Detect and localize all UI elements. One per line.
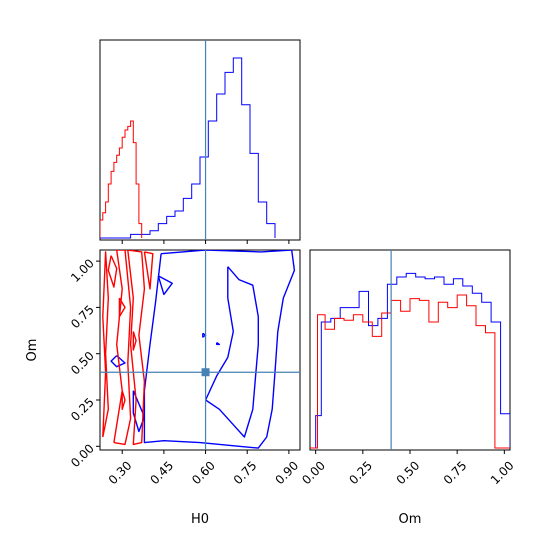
h0-x-tick-label-1: 0.30 xyxy=(106,458,135,487)
om-x-tick-label-3: 0.50 xyxy=(394,458,423,487)
contour-series-2-line-5 xyxy=(143,251,154,290)
h0-histogram-panel xyxy=(99,39,301,241)
contour-series-1-line-4 xyxy=(110,355,126,368)
contour-series-2-line-8 xyxy=(132,331,137,351)
h0-histogram-series-1 xyxy=(100,57,276,239)
om-histogram-panel xyxy=(309,249,511,451)
contour-series-2-line-1 xyxy=(102,251,109,438)
om-y-tick-label-2: 0.25 xyxy=(68,395,97,424)
x-axis-label-om: Om xyxy=(399,512,422,527)
om-histogram-series-1 xyxy=(310,272,510,449)
h0-histogram-series-2 xyxy=(100,120,143,238)
contour-series-2-line-7 xyxy=(121,390,126,410)
om-histogram-series-2 xyxy=(310,294,510,449)
contour-series-1-line-2 xyxy=(204,266,259,438)
om-x-tick-label-2: 0.25 xyxy=(346,458,375,487)
om-x-tick-label-4: 0.75 xyxy=(441,458,470,487)
contour-series-2-line-4 xyxy=(127,250,146,446)
om-x-tick-label-5: 1.00 xyxy=(488,458,517,487)
h0-histogram-marks xyxy=(100,40,276,240)
contour-series-1-line-7 xyxy=(216,342,221,346)
x-axis-label-h0: H0 xyxy=(191,512,209,527)
h0-x-tick-label-4: 0.75 xyxy=(231,458,260,487)
om-x-tick-label-1: 0.00 xyxy=(299,458,328,487)
contour-series-1-line-5 xyxy=(157,275,173,296)
contour-series-1-line-3 xyxy=(132,390,146,433)
y-axis-label-om: Om xyxy=(25,339,40,362)
h0-x-tick-label-2: 0.45 xyxy=(147,458,176,487)
truth-marker xyxy=(201,368,210,377)
om-y-tick-label-5: 1.00 xyxy=(68,256,97,285)
om-y-tick-label-1: 0.00 xyxy=(68,441,97,470)
om-y-tick-label-4: 0.75 xyxy=(68,302,97,331)
h0-x-tick-label-5: 0.90 xyxy=(272,458,301,487)
om-y-tick-label-3: 0.50 xyxy=(68,349,97,378)
contour-marks xyxy=(100,250,300,450)
contour-series-2-line-2 xyxy=(107,255,118,288)
om-histogram-marks xyxy=(310,250,510,450)
h0-x-tick-label-3: 0.60 xyxy=(189,458,218,487)
contour-series-2-line-6 xyxy=(118,297,126,318)
contour-series-1-line-6 xyxy=(202,332,207,338)
contour-series-1-line-1 xyxy=(143,250,296,449)
contour-series-2-line-3 xyxy=(113,250,132,446)
